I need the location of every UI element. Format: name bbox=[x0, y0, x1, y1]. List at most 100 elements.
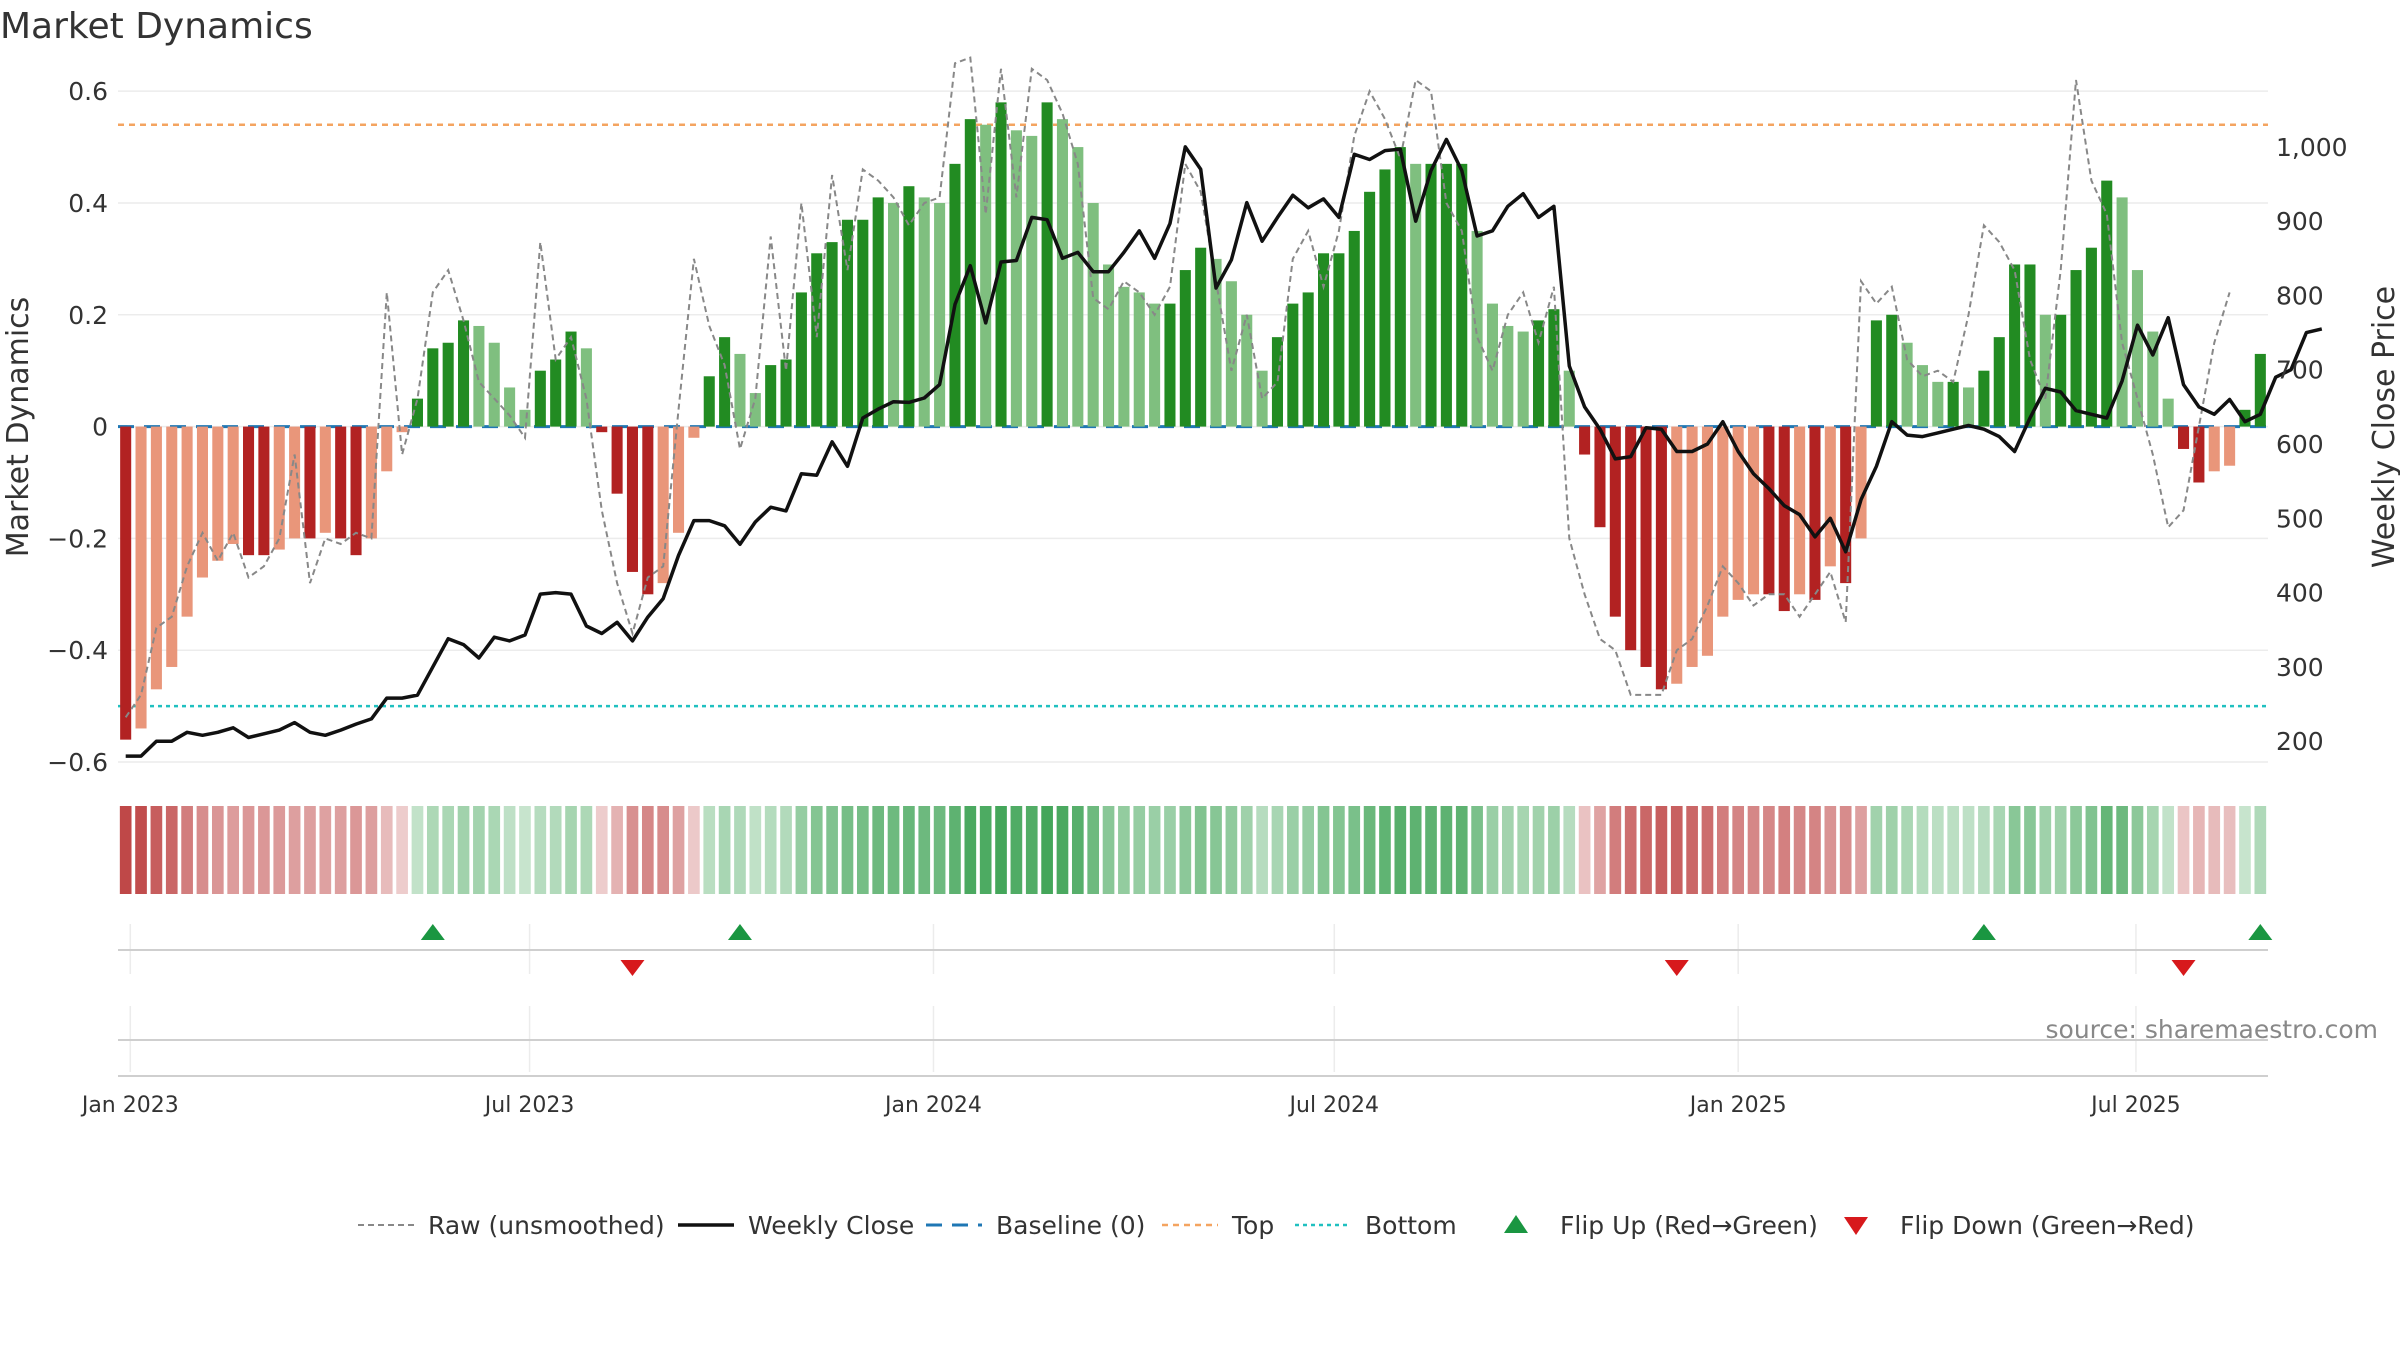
right-axis-label: Weekly Close Price bbox=[2367, 286, 2400, 568]
dynamics-bar bbox=[596, 426, 608, 433]
dynamics-bar bbox=[1010, 130, 1022, 427]
heat-cell bbox=[1501, 806, 1514, 894]
heat-cell bbox=[119, 806, 132, 894]
heat-cell bbox=[1778, 806, 1791, 894]
heat-cell bbox=[304, 806, 316, 894]
dynamics-bar bbox=[795, 292, 807, 427]
dynamics-bar bbox=[504, 387, 516, 427]
y2-tick-label: 300 bbox=[2276, 653, 2324, 682]
heat-cell bbox=[258, 806, 270, 894]
heat-cell bbox=[1962, 806, 1975, 894]
heat-cell bbox=[1640, 806, 1652, 894]
dynamics-bar bbox=[1901, 342, 1913, 427]
dynamics-bar bbox=[1517, 331, 1529, 427]
heat-cell bbox=[2024, 806, 2036, 894]
heat-cell bbox=[503, 806, 516, 894]
heat-cell bbox=[1179, 806, 1192, 894]
heat-cell bbox=[611, 806, 623, 894]
heat-cell bbox=[2177, 806, 2190, 894]
heat-cell bbox=[826, 806, 838, 894]
dynamics-bar bbox=[1701, 426, 1713, 656]
heat-cell bbox=[949, 806, 961, 894]
heat-cell bbox=[380, 806, 393, 894]
dynamics-bar bbox=[2085, 247, 2097, 427]
heat-cell bbox=[1548, 806, 1560, 894]
heat-cell bbox=[211, 806, 224, 894]
heat-cell bbox=[2131, 806, 2144, 894]
dynamics-bar bbox=[1609, 426, 1621, 617]
dynamics-bar bbox=[1210, 258, 1222, 427]
main-panel: 0.6 0.4 0.2 0 −0.2 −0.4 −0.6 1,000 900 800 700 600… bbox=[1, 56, 2400, 777]
bottom-panel: source: sharemaestro.com Jan 2023 Jul 202… bbox=[80, 1006, 2378, 1118]
heat-cell bbox=[1394, 806, 1407, 894]
dynamics-bar bbox=[673, 426, 685, 533]
heat-cell bbox=[1118, 806, 1130, 894]
raw-line bbox=[124, 56, 2231, 718]
heat-cell bbox=[764, 806, 777, 894]
dynamics-bar bbox=[2055, 314, 2067, 427]
heat-cell bbox=[626, 806, 639, 894]
heat-cell bbox=[1286, 806, 1299, 894]
dynamics-bar bbox=[2024, 264, 2036, 427]
dynamics-bar bbox=[2070, 270, 2082, 427]
weekly-close-line bbox=[125, 137, 2323, 758]
dynamics-bar bbox=[1533, 320, 1545, 427]
heat-cell bbox=[841, 806, 854, 894]
heat-cell bbox=[549, 806, 562, 894]
dynamics-bar bbox=[1548, 309, 1560, 427]
dynamics-bar bbox=[1471, 230, 1483, 427]
heat-cell bbox=[703, 806, 716, 894]
heat-cell bbox=[1916, 806, 1929, 894]
dynamics-bar bbox=[2178, 426, 2190, 449]
heat-cell bbox=[1409, 806, 1422, 894]
legend-label: Weekly Close bbox=[748, 1211, 914, 1240]
dynamics-bar bbox=[2147, 331, 2159, 427]
dynamics-bar bbox=[1486, 303, 1498, 427]
dynamics-bar bbox=[1855, 426, 1867, 539]
dynamics-bar bbox=[488, 342, 500, 427]
dynamics-bar bbox=[857, 219, 869, 427]
heat-cell bbox=[227, 806, 240, 894]
heat-cell bbox=[1302, 806, 1315, 894]
dynamics-bar bbox=[1870, 320, 1882, 427]
legend-flip-down-swatch bbox=[1844, 1217, 1868, 1235]
source-note: source: sharemaestro.com bbox=[2046, 1015, 2379, 1044]
heat-cell bbox=[2008, 806, 2021, 894]
dynamics-bar bbox=[181, 426, 193, 617]
dynamics-bar bbox=[2131, 270, 2143, 427]
heat-cell bbox=[196, 806, 209, 894]
flip-up-marker bbox=[2248, 924, 2273, 940]
dynamics-bar bbox=[1748, 426, 1760, 595]
dynamics-bar bbox=[1947, 381, 1959, 427]
heat-cell bbox=[1594, 806, 1606, 894]
dynamics-bar bbox=[719, 337, 731, 427]
heat-cell bbox=[580, 806, 593, 894]
heat-cell bbox=[1701, 806, 1714, 894]
dynamics-bar bbox=[1732, 426, 1744, 600]
y2-tick-label: 500 bbox=[2276, 504, 2324, 533]
dynamics-bar bbox=[1195, 247, 1207, 427]
y-tick-label: 0.6 bbox=[68, 77, 108, 106]
heat-cell bbox=[488, 806, 501, 894]
dynamics-bar bbox=[442, 342, 454, 427]
dynamics-bar bbox=[1717, 426, 1729, 617]
heat-cell bbox=[1532, 806, 1545, 894]
heat-cell bbox=[1809, 806, 1821, 894]
dynamics-bar bbox=[1686, 426, 1698, 667]
dynamics-bar bbox=[2208, 426, 2220, 472]
heat-cell bbox=[1763, 806, 1775, 894]
dynamics-bar bbox=[1993, 337, 2005, 427]
heat-cell bbox=[1363, 806, 1376, 894]
heat-cell bbox=[1793, 806, 1806, 894]
heat-cell bbox=[2039, 806, 2052, 894]
heat-cell bbox=[964, 806, 977, 894]
y2-tick-label: 600 bbox=[2276, 430, 2324, 459]
flip-panel-grid bbox=[118, 924, 2268, 974]
y2-tick-label: 900 bbox=[2276, 207, 2324, 236]
dynamics-bar bbox=[2224, 426, 2236, 466]
x-tick-label: Jul 2023 bbox=[483, 1093, 575, 1118]
dynamics-bar bbox=[1118, 286, 1130, 427]
heat-cell bbox=[1609, 806, 1622, 894]
legend: Raw (unsmoothed) Weekly Close Baseline (0)… bbox=[358, 1211, 2195, 1240]
